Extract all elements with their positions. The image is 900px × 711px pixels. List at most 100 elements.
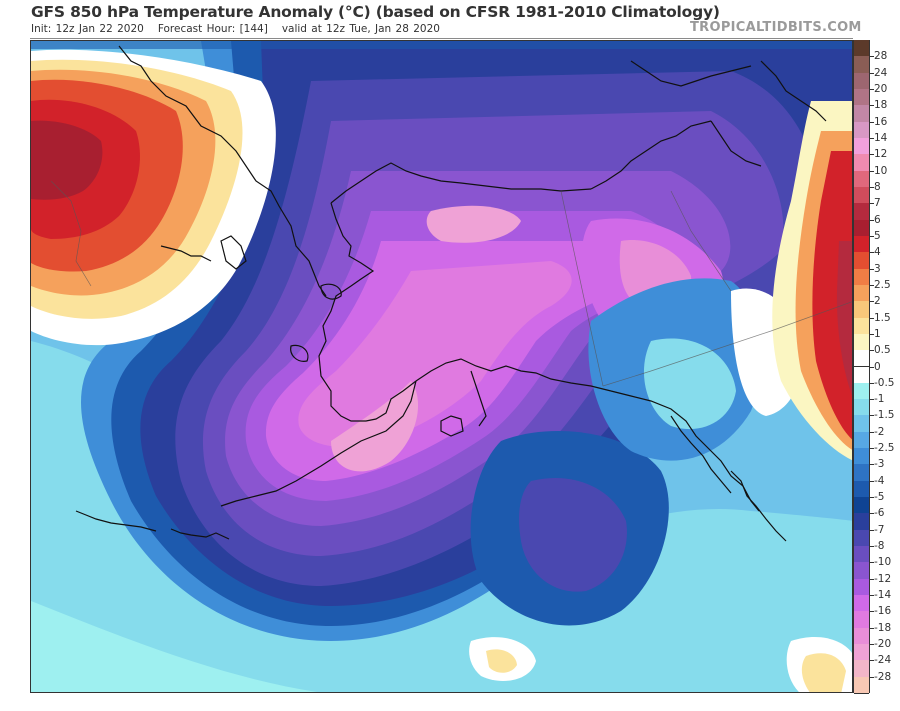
legend-swatch xyxy=(854,578,869,597)
legend-swatch xyxy=(854,186,869,205)
legend-tick-mark xyxy=(870,595,874,597)
legend-tick-label: 3 xyxy=(874,262,881,275)
legend-tick-mark xyxy=(870,219,874,221)
brand-watermark: TROPICALTIDBITS.COM xyxy=(690,20,862,35)
legend-tick-label: -5 xyxy=(874,491,885,504)
legend-swatch xyxy=(854,562,869,580)
legend-tick-label: -28 xyxy=(874,670,892,683)
legend-swatch xyxy=(854,317,869,335)
legend-tick-mark xyxy=(870,676,874,678)
legend-tick-mark xyxy=(870,252,874,254)
legend-tick-label: 7 xyxy=(874,197,881,210)
legend-swatch xyxy=(854,399,869,417)
legend-tick-mark xyxy=(870,333,874,335)
legend-swatch xyxy=(854,415,869,433)
legend-tick-mark xyxy=(870,660,874,662)
map-subtitle: Init: 12z Jan 22 2020 Forecast Hour: [144… xyxy=(31,23,440,35)
legend-swatch xyxy=(854,203,869,221)
legend-swatch xyxy=(854,105,869,123)
legend-tick-label: 18 xyxy=(874,99,888,112)
legend-tick-mark xyxy=(870,154,874,156)
legend-tick-label: 0 xyxy=(874,360,881,373)
legend-tick-mark xyxy=(870,644,874,646)
legend-swatch xyxy=(854,350,869,368)
legend-tick-label: -0.5 xyxy=(874,376,895,389)
legend-tick-label: 5 xyxy=(874,229,881,242)
legend-swatch xyxy=(854,546,869,564)
legend-tick-label: 2.5 xyxy=(874,278,891,291)
legend-swatch xyxy=(854,235,869,254)
legend-tick-label: -2 xyxy=(874,425,885,438)
legend-swatch xyxy=(854,170,869,188)
legend-swatch xyxy=(854,72,869,90)
legend-tick-label: 16 xyxy=(874,115,888,128)
legend-tick-label: 0.5 xyxy=(874,344,891,357)
legend-tick-mark xyxy=(870,431,874,433)
legend-tick-mark xyxy=(870,562,874,564)
legend-tick-mark xyxy=(870,464,874,466)
legend-tick-mark xyxy=(870,578,874,580)
legend-swatch xyxy=(854,611,869,629)
legend-tick-label: -14 xyxy=(874,589,892,602)
legend-swatch xyxy=(854,676,869,694)
legend-tick-label: 1 xyxy=(874,327,881,340)
legend-tick-mark xyxy=(870,611,874,613)
legend-tick-label: 1.5 xyxy=(874,311,891,324)
legend-tick-label: -3 xyxy=(874,458,885,471)
legend-swatch xyxy=(854,660,869,678)
legend-tick-mark xyxy=(870,56,874,58)
init-time: Init: 12z Jan 22 2020 xyxy=(31,23,144,35)
legend-swatch xyxy=(854,40,869,58)
legend-swatch xyxy=(854,529,869,548)
legend-swatch xyxy=(854,252,869,270)
legend-tick-mark xyxy=(870,317,874,319)
legend-swatch xyxy=(854,448,869,466)
anomaly-field xyxy=(31,41,852,692)
legend-swatch xyxy=(854,301,869,319)
legend-swatch xyxy=(854,480,869,499)
legend-swatch xyxy=(854,627,869,645)
legend-swatch xyxy=(854,121,869,139)
legend-tick-mark xyxy=(870,284,874,286)
legend-tick-label: -12 xyxy=(874,572,892,585)
valid-time: valid at 12z Tue, Jan 28 2020 xyxy=(281,23,440,35)
legend-tick-label: 20 xyxy=(874,82,888,95)
legend-swatch xyxy=(854,497,869,515)
legend-tick-mark xyxy=(870,627,874,629)
legend-tick-label: -6 xyxy=(874,507,885,520)
legend-tick-label: -20 xyxy=(874,638,892,651)
legend-tick-mark xyxy=(870,268,874,270)
legend-tick-label: 14 xyxy=(874,131,888,144)
legend-swatch xyxy=(854,137,869,156)
legend-tick-mark xyxy=(870,88,874,90)
legend-swatch xyxy=(854,464,869,482)
legend-tick-label: -2.5 xyxy=(874,442,895,455)
legend-tick-label: 12 xyxy=(874,148,888,161)
legend-tick-label: 24 xyxy=(874,66,888,79)
legend-tick-label: -4 xyxy=(874,474,885,487)
legend-swatch xyxy=(854,56,869,74)
legend-tick-label: -1.5 xyxy=(874,409,895,422)
legend-tick-label: 28 xyxy=(874,50,888,63)
legend-tick-label: 10 xyxy=(874,164,888,177)
political-borders xyxy=(50,180,852,387)
legend-tick-mark xyxy=(870,105,874,107)
legend-swatch xyxy=(854,595,869,613)
legend-tick-label: 8 xyxy=(874,180,881,193)
legend-tick-label: -10 xyxy=(874,556,892,569)
legend-tick-mark xyxy=(870,513,874,515)
legend-tick-label: -18 xyxy=(874,621,892,634)
legend-tick-mark xyxy=(870,203,874,205)
legend-tick-mark xyxy=(870,399,874,401)
legend-tick-label: -7 xyxy=(874,523,885,536)
legend-tick-mark xyxy=(870,448,874,450)
legend-swatch xyxy=(854,431,869,450)
legend-tick-mark xyxy=(870,72,874,74)
legend-swatch xyxy=(854,268,869,286)
anomaly-map xyxy=(30,40,853,693)
legend-tick-label: 4 xyxy=(874,246,881,259)
legend-swatch xyxy=(854,513,869,531)
legend-swatch xyxy=(854,88,869,107)
legend-swatch xyxy=(854,644,869,662)
legend-tick-mark xyxy=(870,121,874,123)
